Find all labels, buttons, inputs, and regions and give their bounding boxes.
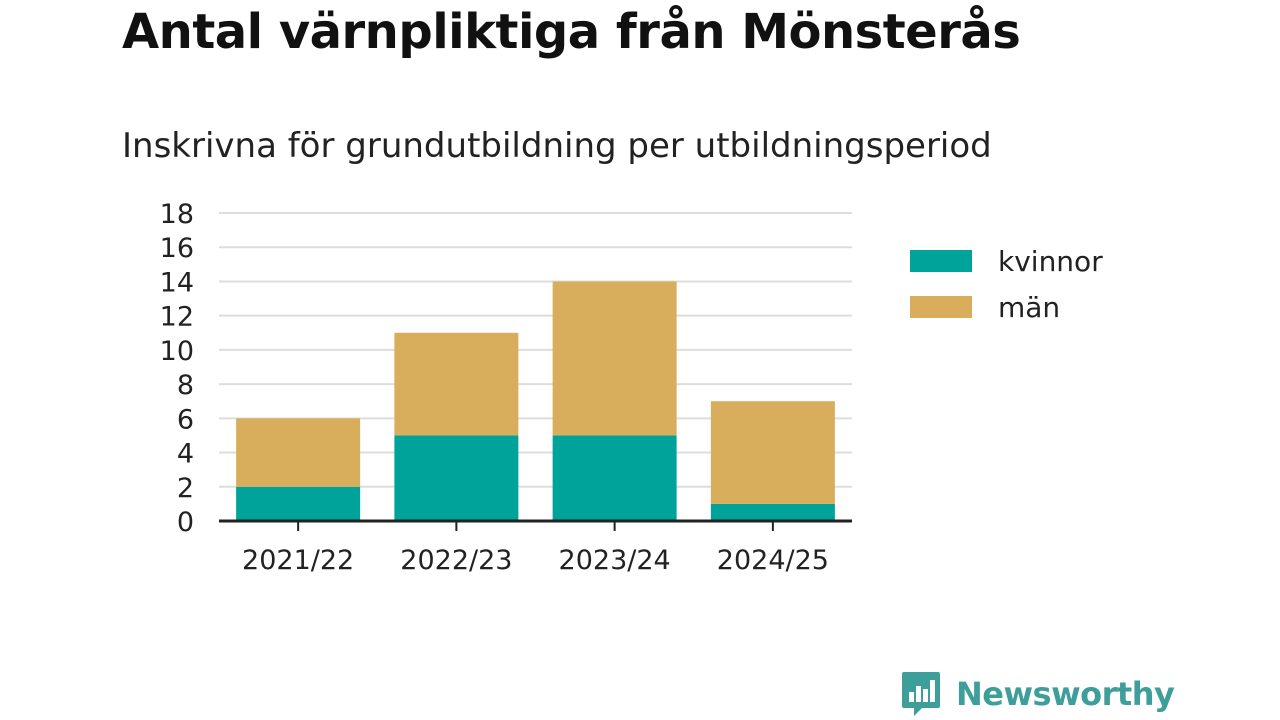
bar-chart-speech-bubble-icon	[902, 672, 940, 716]
y-tick-label: 8	[177, 370, 194, 401]
y-tick-label: 12	[160, 302, 194, 333]
chart-legend: kvinnor män	[910, 238, 1103, 330]
x-tick-label: 2022/23	[400, 545, 512, 576]
bar-man	[394, 332, 519, 436]
bar-kvinnor	[236, 486, 361, 521]
brand-name: Newsworthy	[956, 675, 1175, 713]
legend-item-kvinnor: kvinnor	[910, 238, 1103, 284]
y-tick-label: 14	[160, 267, 194, 298]
x-tick-label: 2024/25	[717, 545, 829, 576]
chart-subtitle: Inskrivna för grundutbildning per utbild…	[122, 126, 992, 166]
y-tick-label: 6	[177, 404, 194, 435]
bar-man	[552, 281, 677, 436]
y-tick-label: 16	[160, 233, 194, 264]
chart-title: Antal värnpliktiga från Mönsterås	[122, 4, 1021, 60]
legend-swatch-kvinnor	[910, 250, 972, 272]
bar-kvinnor	[710, 503, 835, 521]
y-tick-label: 2	[177, 473, 194, 504]
x-tick-label: 2023/24	[559, 545, 671, 576]
y-tick-label: 18	[160, 199, 194, 230]
bar-man	[236, 418, 361, 487]
bar-kvinnor	[552, 435, 677, 521]
y-tick-label: 4	[177, 439, 194, 470]
bar-man	[710, 401, 835, 504]
legend-item-man: män	[910, 284, 1103, 330]
newsworthy-logo: Newsworthy	[900, 670, 1175, 718]
bar-kvinnor	[394, 435, 519, 521]
x-tick-label: 2021/22	[242, 545, 354, 576]
legend-label-man: män	[998, 290, 1061, 324]
legend-label-kvinnor: kvinnor	[998, 244, 1103, 278]
y-tick-label: 10	[160, 336, 194, 367]
legend-swatch-man	[910, 296, 972, 318]
y-tick-label: 0	[177, 507, 194, 538]
